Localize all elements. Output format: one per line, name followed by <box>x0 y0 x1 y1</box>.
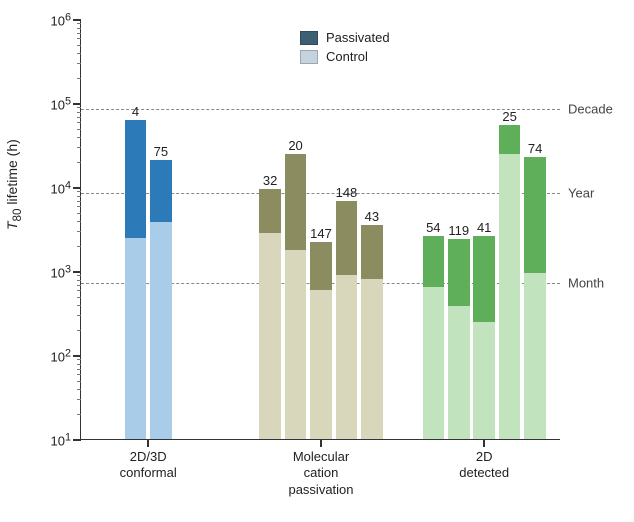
plot-area: 101102103104105106MonthYearDecade2D/3Dco… <box>80 20 560 440</box>
y-minor-tick <box>77 374 81 375</box>
bar-label: 25 <box>502 109 516 124</box>
y-minor-tick <box>77 38 81 39</box>
y-minor-tick <box>77 280 81 281</box>
y-minor-tick <box>77 206 81 207</box>
bar-label: 147 <box>310 226 332 241</box>
y-minor-tick <box>77 129 81 130</box>
bar-label: 54 <box>426 220 440 235</box>
y-minor-tick <box>77 231 81 232</box>
y-minor-tick <box>77 389 81 390</box>
bar-label: 148 <box>336 185 358 200</box>
y-minor-tick <box>77 45 81 46</box>
bar-label: 75 <box>154 144 168 159</box>
bar-control <box>524 273 546 439</box>
y-minor-tick <box>77 364 81 365</box>
y-tick <box>73 187 81 189</box>
y-minor-tick <box>77 63 81 64</box>
legend: Passivated Control <box>300 30 390 68</box>
legend-label: Control <box>326 49 368 64</box>
y-minor-tick <box>77 112 81 113</box>
bar-label: 32 <box>263 173 277 188</box>
y-tick <box>73 355 81 357</box>
y-minor-tick <box>77 290 81 291</box>
x-tick-label: 2Ddetected <box>459 449 509 482</box>
y-tick <box>73 19 81 21</box>
chart-container: T80 lifetime (h) 101102103104105106Month… <box>0 0 634 522</box>
y-minor-tick <box>77 137 81 138</box>
bar-control <box>259 233 281 439</box>
bar-control <box>423 287 445 439</box>
y-tick-label: 102 <box>51 347 72 364</box>
x-tick <box>483 439 485 447</box>
bar-label: 43 <box>365 209 379 224</box>
y-minor-tick <box>77 315 81 316</box>
bar-control <box>473 322 495 439</box>
legend-swatch <box>300 50 318 64</box>
y-minor-tick <box>77 414 81 415</box>
x-tick <box>147 439 149 447</box>
y-tick-label: 103 <box>51 263 72 280</box>
y-minor-tick <box>77 221 81 222</box>
y-minor-tick <box>77 53 81 54</box>
y-minor-tick <box>77 196 81 197</box>
legend-swatch <box>300 31 318 45</box>
y-minor-tick <box>77 162 81 163</box>
bar-control <box>499 154 521 439</box>
y-minor-tick <box>77 28 81 29</box>
bar-control <box>285 250 307 439</box>
y-minor-tick <box>77 381 81 382</box>
reference-line <box>81 109 560 110</box>
x-tick-label: 2D/3Dconformal <box>120 449 177 482</box>
y-minor-tick <box>77 297 81 298</box>
bar-control <box>310 290 332 439</box>
bar-control <box>336 275 358 439</box>
y-minor-tick <box>77 275 81 276</box>
x-tick <box>320 439 322 447</box>
y-minor-tick <box>77 78 81 79</box>
bar-control <box>125 238 147 439</box>
y-tick-label: 105 <box>51 95 72 112</box>
y-axis-title: T80 lifetime (h) <box>4 139 24 230</box>
legend-item: Control <box>300 49 390 64</box>
bar-label: 20 <box>288 138 302 153</box>
y-minor-tick <box>77 305 81 306</box>
bar-label: 4 <box>132 104 139 119</box>
y-minor-tick <box>77 201 81 202</box>
bar-control <box>150 222 172 439</box>
y-tick-label: 106 <box>51 11 72 28</box>
bar-control <box>448 306 470 439</box>
y-minor-tick <box>77 399 81 400</box>
y-tick-label: 104 <box>51 179 72 196</box>
reference-label: Decade <box>568 101 613 116</box>
y-minor-tick <box>77 122 81 123</box>
y-minor-tick <box>77 285 81 286</box>
reference-label: Month <box>568 276 604 291</box>
y-tick <box>73 439 81 441</box>
y-minor-tick <box>77 369 81 370</box>
y-minor-tick <box>77 117 81 118</box>
y-minor-tick <box>77 23 81 24</box>
y-tick <box>73 103 81 105</box>
y-minor-tick <box>77 147 81 148</box>
y-minor-tick <box>77 213 81 214</box>
bar-label: 41 <box>477 220 491 235</box>
y-minor-tick <box>77 33 81 34</box>
y-minor-tick <box>77 359 81 360</box>
legend-item: Passivated <box>300 30 390 45</box>
y-tick-label: 101 <box>51 431 72 448</box>
bar-label: 119 <box>448 223 469 238</box>
bar-label: 74 <box>528 141 542 156</box>
y-minor-tick <box>77 330 81 331</box>
reference-label: Year <box>568 185 594 200</box>
legend-label: Passivated <box>326 30 390 45</box>
x-tick-label: Molecularcationpassivation <box>288 449 353 498</box>
y-tick <box>73 271 81 273</box>
bar-control <box>361 279 383 439</box>
y-minor-tick <box>77 246 81 247</box>
